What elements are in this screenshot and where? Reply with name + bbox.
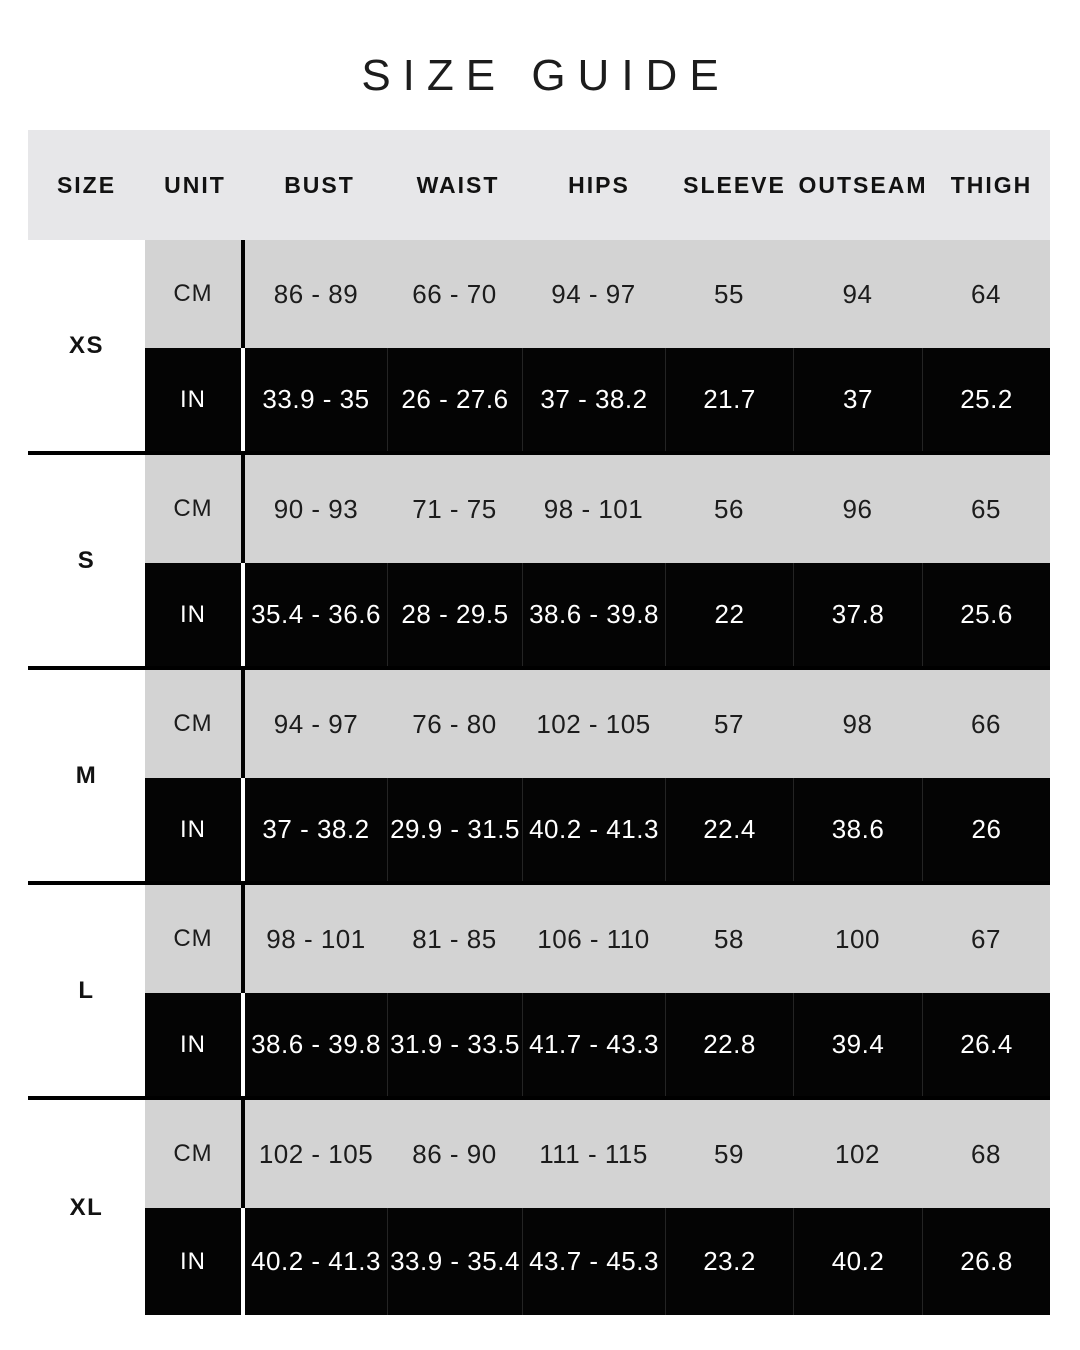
- measurement-cell-hips-in: 43.7 - 45.3: [522, 1208, 665, 1315]
- column-header-thigh: THIGH: [950, 171, 1033, 198]
- size-label: L: [28, 885, 145, 1096]
- size-group-xs: XS CM 86 - 89 66 - 70 94 - 97 55 94 64 I…: [28, 240, 1050, 455]
- measurement-cell-outseam-cm: 94: [793, 240, 922, 348]
- measurement-cell-outseam-in: 37.8: [793, 563, 922, 666]
- size-label: XS: [28, 240, 145, 451]
- unit-label-cm: CM: [145, 670, 245, 778]
- size-group-xl: XL CM 102 - 105 86 - 90 111 - 115 59 102…: [28, 1100, 1050, 1315]
- measurement-cell-thigh-in: 25.6: [922, 563, 1050, 666]
- measurement-cell-outseam-in: 40.2: [793, 1208, 922, 1315]
- size-group-m: M CM 94 - 97 76 - 80 102 - 105 57 98 66 …: [28, 670, 1050, 885]
- measurement-cell-sleeve-in: 22.4: [665, 778, 793, 881]
- measurement-cell-sleeve-in: 22.8: [665, 993, 793, 1096]
- measurement-cell-hips-cm: 98 - 101: [522, 455, 665, 563]
- measurement-cell-thigh-cm: 67: [922, 885, 1050, 993]
- table-header-row: SIZE UNIT BUST WAIST HIPS SLEEVE OUTSEAM…: [28, 130, 1050, 240]
- measurement-cell-thigh-in: 26.4: [922, 993, 1050, 1096]
- measurement-cell-hips-cm: 111 - 115: [522, 1100, 665, 1208]
- measurement-cell-outseam-in: 37: [793, 348, 922, 451]
- measurement-cell-waist-cm: 76 - 80: [387, 670, 522, 778]
- measurement-cell-bust-in: 35.4 - 36.6: [245, 563, 387, 666]
- measurement-cell-hips-cm: 102 - 105: [522, 670, 665, 778]
- measurement-cell-bust-cm: 90 - 93: [245, 455, 387, 563]
- measurement-cell-hips-in: 40.2 - 41.3: [522, 778, 665, 881]
- measurement-cell-outseam-in: 39.4: [793, 993, 922, 1096]
- measurement-cell-thigh-cm: 68: [922, 1100, 1050, 1208]
- measurement-cell-waist-cm: 71 - 75: [387, 455, 522, 563]
- measurement-cell-waist-in: 31.9 - 33.5: [387, 993, 522, 1096]
- unit-label-cm: CM: [145, 240, 245, 348]
- unit-label-in: IN: [145, 993, 245, 1096]
- column-header-sleeve: SLEEVE: [683, 171, 786, 198]
- unit-label-in: IN: [145, 348, 245, 451]
- unit-label-cm: CM: [145, 1100, 245, 1208]
- measurement-cell-sleeve-cm: 59: [665, 1100, 793, 1208]
- measurement-cell-thigh-in: 26: [922, 778, 1050, 881]
- size-group-l: L CM 98 - 101 81 - 85 106 - 110 58 100 6…: [28, 885, 1050, 1100]
- measurement-cell-outseam-cm: 102: [793, 1100, 922, 1208]
- column-header-hips: HIPS: [568, 171, 630, 198]
- measurement-cell-hips-cm: 94 - 97: [522, 240, 665, 348]
- unit-label-in: IN: [145, 563, 245, 666]
- measurement-cell-waist-in: 26 - 27.6: [387, 348, 522, 451]
- measurement-cell-sleeve-cm: 55: [665, 240, 793, 348]
- measurement-cell-thigh-cm: 65: [922, 455, 1050, 563]
- measurement-cell-outseam-cm: 98: [793, 670, 922, 778]
- measurement-cell-bust-cm: 94 - 97: [245, 670, 387, 778]
- unit-label-cm: CM: [145, 455, 245, 563]
- measurement-cell-bust-in: 40.2 - 41.3: [245, 1208, 387, 1315]
- measurement-cell-bust-cm: 98 - 101: [245, 885, 387, 993]
- measurement-cell-bust-in: 38.6 - 39.8: [245, 993, 387, 1096]
- page-title: SIZE GUIDE: [361, 51, 731, 100]
- measurement-cell-sleeve-in: 22: [665, 563, 793, 666]
- measurement-cell-bust-cm: 102 - 105: [245, 1100, 387, 1208]
- column-header-outseam: OUTSEAM: [798, 171, 928, 198]
- measurement-cell-bust-in: 33.9 - 35: [245, 348, 387, 451]
- measurement-cell-hips-in: 38.6 - 39.8: [522, 563, 665, 666]
- measurement-cell-thigh-cm: 64: [922, 240, 1050, 348]
- measurement-cell-bust-in: 37 - 38.2: [245, 778, 387, 881]
- size-guide-table: SIZE UNIT BUST WAIST HIPS SLEEVE OUTSEAM…: [28, 130, 1050, 1315]
- size-label: XL: [28, 1100, 145, 1315]
- measurement-cell-outseam-cm: 96: [793, 455, 922, 563]
- column-header-unit: UNIT: [164, 171, 226, 198]
- measurement-cell-outseam-cm: 100: [793, 885, 922, 993]
- measurement-cell-waist-cm: 66 - 70: [387, 240, 522, 348]
- size-label: M: [28, 670, 145, 881]
- measurement-cell-thigh-cm: 66: [922, 670, 1050, 778]
- measurement-cell-waist-in: 33.9 - 35.4: [387, 1208, 522, 1315]
- measurement-cell-waist-cm: 81 - 85: [387, 885, 522, 993]
- measurement-cell-hips-cm: 106 - 110: [522, 885, 665, 993]
- measurement-cell-outseam-in: 38.6: [793, 778, 922, 881]
- column-header-bust: BUST: [284, 171, 355, 198]
- size-label: S: [28, 455, 145, 666]
- measurement-cell-bust-cm: 86 - 89: [245, 240, 387, 348]
- measurement-cell-waist-cm: 86 - 90: [387, 1100, 522, 1208]
- measurement-cell-sleeve-cm: 56: [665, 455, 793, 563]
- measurement-cell-thigh-in: 25.2: [922, 348, 1050, 451]
- unit-label-cm: CM: [145, 885, 245, 993]
- measurement-cell-sleeve-in: 21.7: [665, 348, 793, 451]
- measurement-cell-sleeve-cm: 57: [665, 670, 793, 778]
- column-header-waist: WAIST: [416, 171, 500, 198]
- measurement-cell-thigh-in: 26.8: [922, 1208, 1050, 1315]
- column-header-size: SIZE: [56, 171, 117, 198]
- measurement-cell-waist-in: 28 - 29.5: [387, 563, 522, 666]
- measurement-cell-hips-in: 41.7 - 43.3: [522, 993, 665, 1096]
- size-group-s: S CM 90 - 93 71 - 75 98 - 101 56 96 65 I…: [28, 455, 1050, 670]
- measurement-cell-waist-in: 29.9 - 31.5: [387, 778, 522, 881]
- measurement-cell-sleeve-in: 23.2: [665, 1208, 793, 1315]
- measurement-cell-sleeve-cm: 58: [665, 885, 793, 993]
- unit-label-in: IN: [145, 1208, 245, 1315]
- measurement-cell-hips-in: 37 - 38.2: [522, 348, 665, 451]
- unit-label-in: IN: [145, 778, 245, 881]
